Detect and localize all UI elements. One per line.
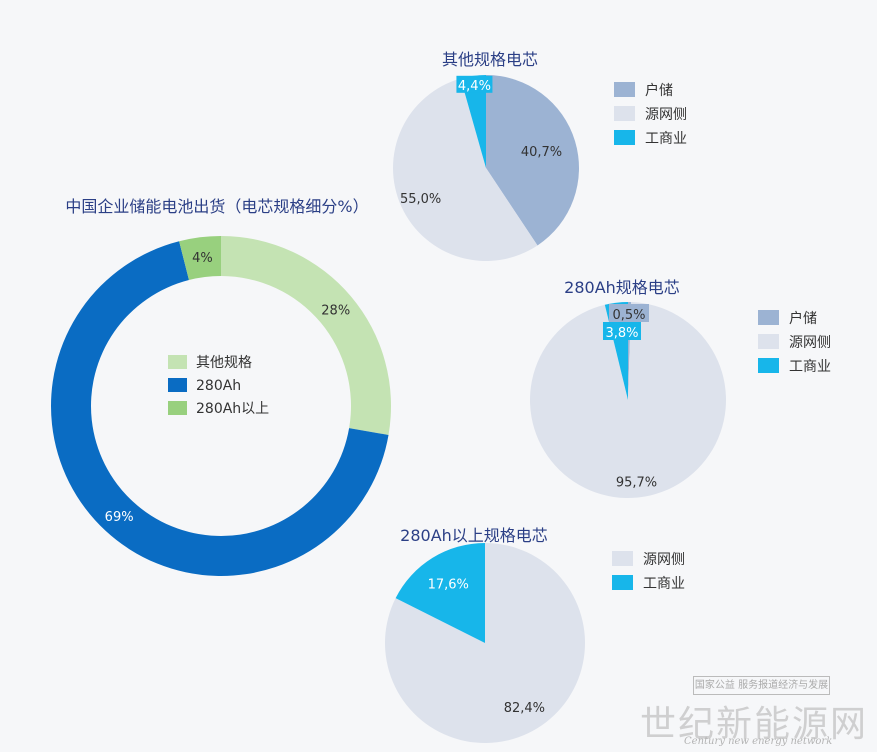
pie1-slice-0 — [486, 75, 579, 246]
pie2-legend-swatch-0 — [758, 310, 779, 325]
pie1-legend-label-0: 户储 — [645, 82, 673, 99]
donut-title: 中国企业储能电池出货（电芯规格细分%） — [65, 197, 368, 216]
donut-segment-2 — [179, 236, 221, 281]
donut-legend-label-1: 280Ah — [196, 378, 241, 394]
pie2-slice-1 — [529, 302, 726, 498]
watermark-logo: 世纪新能源网 — [640, 704, 869, 745]
pie2-label-1: 95,7% — [616, 476, 657, 491]
pie3-label-1: 17,6% — [428, 577, 469, 592]
watermark-subtitle: Century new energy network — [684, 736, 833, 747]
pie3-legend-swatch-0 — [612, 551, 633, 566]
pie2-label-box-0 — [609, 304, 649, 322]
pie3-legend-swatch-1 — [612, 575, 633, 590]
watermark-slogan: 国家公益 服务报道经济与发展 — [693, 676, 830, 695]
pie-title-1: 其他规格电芯 — [442, 50, 538, 69]
donut-label-0: 28% — [321, 303, 350, 318]
pie1-legend-swatch-1 — [614, 106, 635, 121]
pie1-slice-2 — [460, 75, 486, 168]
donut-legend-label-0: 其他规格 — [196, 355, 252, 371]
pie1-label-box-2 — [456, 75, 493, 93]
pie2-label-2: 3,8% — [605, 326, 638, 341]
donut-label-2: 4% — [192, 251, 213, 266]
donut-legend-swatch-2 — [168, 401, 187, 415]
donut-legend-swatch-0 — [168, 355, 187, 369]
pie3-slice-0 — [384, 543, 585, 744]
pie2-legend-swatch-1 — [758, 334, 779, 349]
pie1-legend-swatch-0 — [614, 82, 635, 97]
pie1-legend-label-2: 工商业 — [645, 131, 687, 147]
pie2-legend-swatch-2 — [758, 358, 779, 373]
pie1-legend-label-1: 源网侧 — [645, 107, 687, 123]
pie1-label-2: 4,4% — [458, 79, 491, 94]
pie-title-3: 280Ah以上规格电芯 — [400, 526, 548, 545]
pie1-label-0: 40,7% — [521, 145, 562, 160]
pie2-label-0: 0,5% — [612, 308, 645, 323]
donut-legend-swatch-1 — [168, 378, 187, 392]
pie3-slice-1 — [395, 543, 485, 643]
pie3-legend-label-0: 源网侧 — [643, 552, 685, 568]
donut-chart: 中国企业储能电池出货（电芯规格细分%） 28% 69% 4% 其他规格 280Ah 280A… — [51, 197, 391, 577]
donut-legend-label-2: 280Ah以上 — [196, 401, 269, 417]
pie2-label-box-2 — [603, 322, 641, 340]
donut-label-1: 69% — [105, 510, 134, 525]
pie3-legend-label-1: 工商业 — [643, 576, 685, 592]
pie1-label-1: 55,0% — [400, 192, 441, 207]
pie1-slice-1 — [392, 78, 538, 262]
pie2-legend-label-1: 源网侧 — [789, 335, 831, 351]
pie2-legend-label-0: 户储 — [789, 310, 817, 327]
donut-segment-0 — [221, 236, 391, 435]
pie1-legend-swatch-2 — [614, 130, 635, 145]
pie2-legend-label-2: 工商业 — [789, 359, 831, 375]
pie3-label-0: 82,4% — [504, 701, 545, 716]
pie-title-2: 280Ah规格电芯 — [564, 278, 680, 297]
